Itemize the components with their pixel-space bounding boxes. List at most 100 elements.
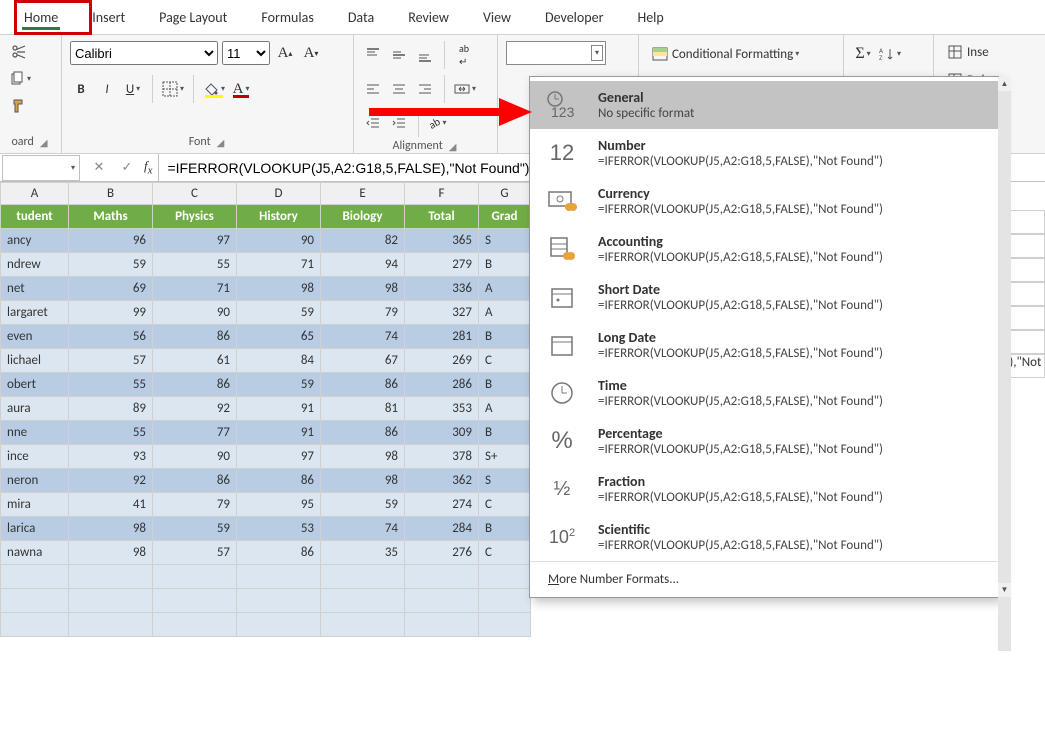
clipboard-launcher[interactable]: ◢ <box>38 136 50 149</box>
number-format-general[interactable]: 123GeneralNo specific format <box>530 81 998 129</box>
number-format-scientific[interactable]: 102Scientific=IFERROR(VLOOKUP(J5,A2:G18,… <box>530 513 998 561</box>
cell[interactable]: 91 <box>237 397 321 421</box>
cell[interactable]: 284 <box>405 517 479 541</box>
name-box[interactable]: ▾ <box>2 155 80 181</box>
align-bottom-button[interactable] <box>414 44 436 66</box>
cell[interactable]: ndrew <box>1 253 69 277</box>
table-row[interactable]: obert55865986286B <box>1 373 531 397</box>
cell[interactable]: 81 <box>321 397 405 421</box>
cell[interactable]: 86 <box>237 541 321 565</box>
cell[interactable]: 327 <box>405 301 479 325</box>
table-row[interactable]: net69719898336A <box>1 277 531 301</box>
cell[interactable]: net <box>1 277 69 301</box>
cell[interactable]: 71 <box>237 253 321 277</box>
cell[interactable]: 41 <box>69 493 153 517</box>
cell[interactable]: 92 <box>69 469 153 493</box>
panel-scrollbar[interactable]: ▲ ▼ <box>998 77 1011 597</box>
tab-home[interactable]: Home <box>16 3 66 32</box>
cell[interactable]: 79 <box>153 493 237 517</box>
cell[interactable]: S <box>479 229 531 253</box>
cut-button[interactable] <box>8 41 30 63</box>
col-header-e[interactable]: E <box>321 183 405 205</box>
cell[interactable]: aura <box>1 397 69 421</box>
table-header-cell[interactable]: Grad <box>479 205 531 229</box>
font-launcher[interactable]: ◢ <box>215 136 227 149</box>
table-row[interactable]: largaret99905979327A <box>1 301 531 325</box>
cell[interactable]: 86 <box>321 421 405 445</box>
cell[interactable]: 98 <box>237 277 321 301</box>
cell[interactable]: 56 <box>69 325 153 349</box>
tab-review[interactable]: Review <box>400 3 457 32</box>
table-row[interactable]: ancy96979082365S <box>1 229 531 253</box>
cell[interactable]: A <box>479 397 531 421</box>
table-row[interactable] <box>1 589 531 613</box>
cell[interactable]: 362 <box>405 469 479 493</box>
cell[interactable]: 35 <box>321 541 405 565</box>
table-header-cell[interactable]: History <box>237 205 321 229</box>
cell[interactable]: 93 <box>69 445 153 469</box>
font-name-select[interactable]: Calibri <box>70 41 218 65</box>
cell[interactable]: 98 <box>321 469 405 493</box>
cell[interactable]: 96 <box>69 229 153 253</box>
cell[interactable] <box>1 613 69 637</box>
tab-insert[interactable]: Insert <box>84 3 133 32</box>
cell[interactable]: 91 <box>237 421 321 445</box>
number-format-shortdate[interactable]: Short Date=IFERROR(VLOOKUP(J5,A2:G18,5,F… <box>530 273 998 321</box>
number-format-percentage[interactable]: %Percentage=IFERROR(VLOOKUP(J5,A2:G18,5,… <box>530 417 998 465</box>
cell[interactable]: 89 <box>69 397 153 421</box>
table-row[interactable]: larica98595374284B <box>1 517 531 541</box>
table-header-cell[interactable]: Biology <box>321 205 405 229</box>
increase-font-button[interactable]: A▴ <box>274 42 296 64</box>
col-header-c[interactable]: C <box>153 183 237 205</box>
cell[interactable]: 281 <box>405 325 479 349</box>
cell[interactable]: 82 <box>321 229 405 253</box>
sheet-table[interactable]: ABCDEFG tudentMathsPhysicsHistoryBiology… <box>0 182 531 637</box>
cell[interactable]: 98 <box>321 445 405 469</box>
cell[interactable]: larica <box>1 517 69 541</box>
cell[interactable]: 97 <box>237 445 321 469</box>
table-row[interactable]: nawna98578635276C <box>1 541 531 565</box>
cell[interactable]: 67 <box>321 349 405 373</box>
wrap-text-button[interactable]: ab↵ <box>453 44 475 66</box>
cell[interactable]: 61 <box>153 349 237 373</box>
cell[interactable]: 97 <box>153 229 237 253</box>
cell[interactable]: B <box>479 373 531 397</box>
cell[interactable] <box>237 565 321 589</box>
cell[interactable]: C <box>479 493 531 517</box>
cell[interactable]: 90 <box>237 229 321 253</box>
table-row[interactable]: nne55779186309B <box>1 421 531 445</box>
align-middle-button[interactable] <box>388 44 410 66</box>
tab-data[interactable]: Data <box>340 3 382 32</box>
cell[interactable] <box>479 613 531 637</box>
cell[interactable]: 269 <box>405 349 479 373</box>
cell[interactable]: 86 <box>237 469 321 493</box>
cell[interactable]: 378 <box>405 445 479 469</box>
table-row[interactable]: even56866574281B <box>1 325 531 349</box>
tab-help[interactable]: Help <box>629 3 671 32</box>
cell[interactable] <box>237 589 321 613</box>
underline-button[interactable]: U▾ <box>122 78 144 100</box>
cancel-formula-button[interactable]: ✕ <box>88 157 110 179</box>
bold-button[interactable]: B <box>70 78 92 100</box>
borders-button[interactable]: ▾ <box>161 78 185 100</box>
cell[interactable] <box>1 565 69 589</box>
alignment-launcher[interactable]: ◢ <box>447 140 459 153</box>
cell[interactable]: 55 <box>69 421 153 445</box>
cell[interactable]: neron <box>1 469 69 493</box>
col-header-g[interactable]: G <box>479 183 531 205</box>
table-header-cell[interactable]: Total <box>405 205 479 229</box>
cell[interactable]: largaret <box>1 301 69 325</box>
col-header-a[interactable]: A <box>1 183 69 205</box>
table-row[interactable]: ndrew59557194279B <box>1 253 531 277</box>
cell[interactable] <box>69 613 153 637</box>
font-color-button[interactable]: A▾ <box>230 78 252 100</box>
cell[interactable] <box>479 589 531 613</box>
italic-button[interactable]: I <box>96 78 118 100</box>
col-header-d[interactable]: D <box>237 183 321 205</box>
cell[interactable]: 276 <box>405 541 479 565</box>
cell[interactable]: 95 <box>237 493 321 517</box>
cell[interactable]: 57 <box>69 349 153 373</box>
table-row[interactable]: neron92868698362S <box>1 469 531 493</box>
enter-formula-button[interactable]: ✓ <box>116 157 138 179</box>
cell[interactable]: 59 <box>153 517 237 541</box>
